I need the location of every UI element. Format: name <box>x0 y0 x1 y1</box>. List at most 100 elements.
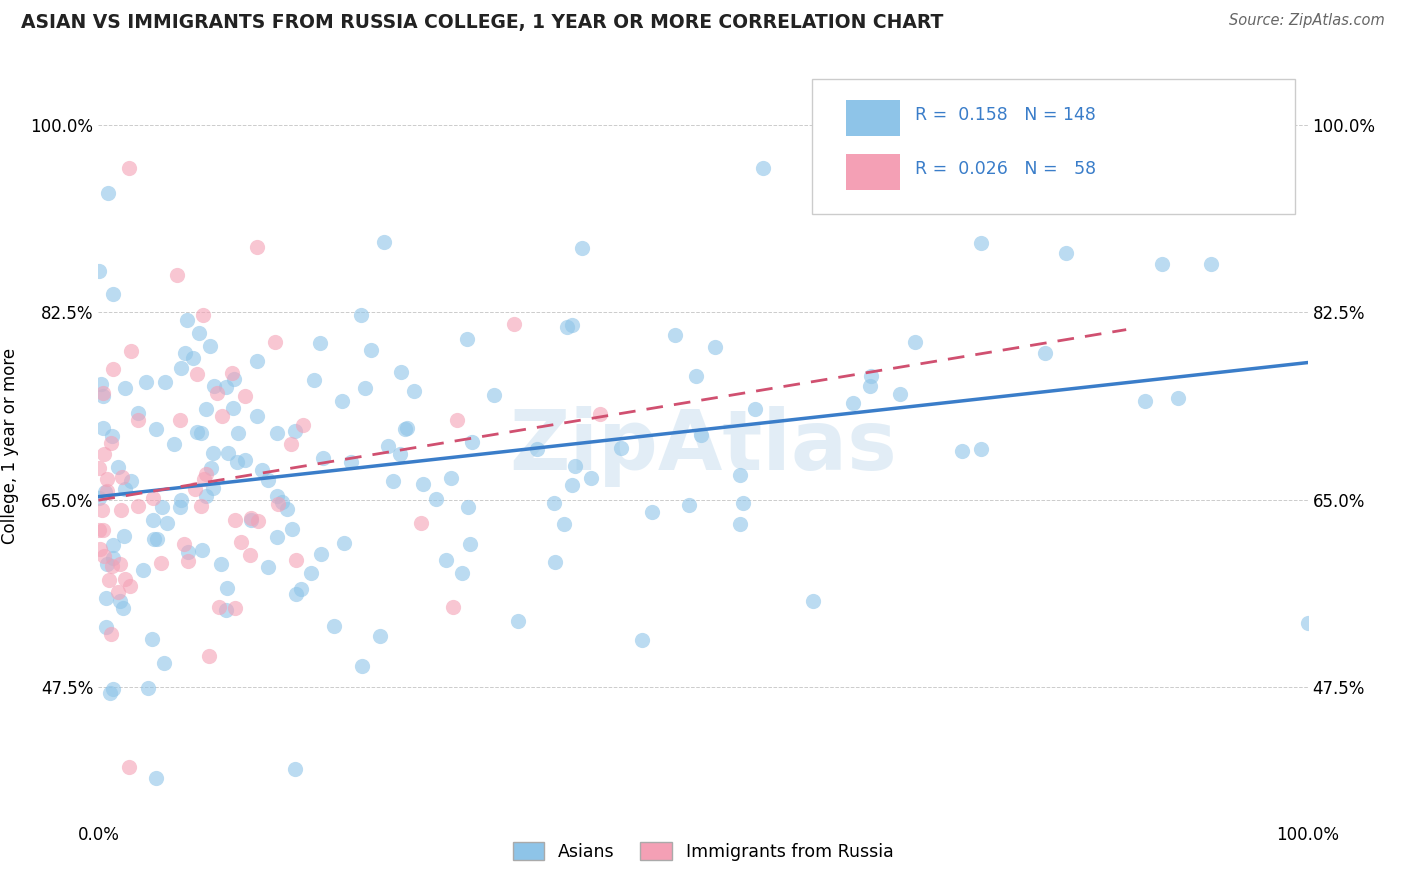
Legend: Asians, Immigrants from Russia: Asians, Immigrants from Russia <box>506 836 900 868</box>
Point <box>114 483 136 497</box>
Point <box>87 524 110 538</box>
Point <box>752 161 775 175</box>
Point <box>526 442 548 456</box>
Point <box>373 235 395 249</box>
Point <box>664 328 686 343</box>
Point <box>120 343 142 358</box>
Point <box>93 549 115 563</box>
Point <box>205 386 228 401</box>
Point <box>89 264 111 278</box>
Point <box>246 240 269 254</box>
Point <box>221 401 243 416</box>
Point <box>176 312 198 326</box>
Point <box>198 339 221 353</box>
Point <box>482 388 505 402</box>
Point <box>388 447 411 461</box>
Point <box>950 444 973 458</box>
Point <box>108 557 131 571</box>
Point <box>101 287 124 301</box>
Point <box>142 491 165 506</box>
Point <box>309 547 332 561</box>
Point <box>394 422 416 436</box>
Point <box>744 401 766 416</box>
Point <box>100 435 122 450</box>
Point <box>110 502 132 516</box>
Point <box>456 332 478 346</box>
Point <box>291 418 314 433</box>
Point <box>96 483 118 498</box>
Point <box>280 521 302 535</box>
Point <box>215 582 238 596</box>
Point <box>169 413 191 427</box>
Point <box>440 471 463 485</box>
Point <box>395 421 418 435</box>
Point <box>553 516 575 531</box>
Point <box>195 401 218 416</box>
Point <box>91 523 114 537</box>
Point <box>107 585 129 599</box>
Point <box>704 340 727 354</box>
Point <box>150 556 173 570</box>
Point <box>411 516 433 530</box>
Point <box>889 387 911 401</box>
Point <box>859 379 882 393</box>
Point <box>118 760 141 774</box>
Point <box>100 627 122 641</box>
Point <box>256 473 278 487</box>
Point <box>266 489 288 503</box>
Point <box>145 771 167 785</box>
FancyBboxPatch shape <box>845 153 900 190</box>
Point <box>103 539 125 553</box>
Point <box>97 573 120 587</box>
Point <box>97 186 120 200</box>
Point <box>135 375 157 389</box>
Point <box>202 482 225 496</box>
Point <box>142 513 165 527</box>
Point <box>239 513 262 527</box>
Point <box>276 502 298 516</box>
Point <box>555 319 578 334</box>
Point <box>93 484 115 499</box>
Point <box>360 343 382 357</box>
Point <box>404 384 426 399</box>
Point <box>728 516 751 531</box>
Point <box>1167 391 1189 405</box>
Point <box>174 346 197 360</box>
Point <box>1152 257 1174 271</box>
Point <box>290 582 312 597</box>
Point <box>239 510 262 524</box>
Point <box>186 425 208 439</box>
Point <box>250 463 273 477</box>
Point <box>226 455 249 469</box>
Point <box>91 389 114 403</box>
Point <box>146 533 169 547</box>
Point <box>98 686 121 700</box>
Point <box>284 762 307 776</box>
Point <box>103 682 125 697</box>
Point <box>94 620 117 634</box>
Point <box>238 548 260 562</box>
Point <box>246 354 269 368</box>
Point <box>184 482 207 496</box>
Point <box>446 413 468 427</box>
Point <box>502 318 524 332</box>
Point <box>1199 257 1222 271</box>
Point <box>224 513 246 527</box>
Point <box>228 425 250 440</box>
Point <box>120 475 142 489</box>
Point <box>280 437 302 451</box>
Point <box>132 563 155 577</box>
Point <box>1033 346 1056 360</box>
Point <box>441 599 464 614</box>
Point <box>112 601 135 615</box>
Point <box>114 572 136 586</box>
Point <box>425 492 447 507</box>
Point <box>200 460 222 475</box>
Point <box>118 161 141 175</box>
Point <box>970 235 993 250</box>
Point <box>209 557 232 571</box>
Point <box>90 377 112 392</box>
Point <box>1133 394 1156 409</box>
Point <box>142 532 165 546</box>
Point <box>308 336 330 351</box>
